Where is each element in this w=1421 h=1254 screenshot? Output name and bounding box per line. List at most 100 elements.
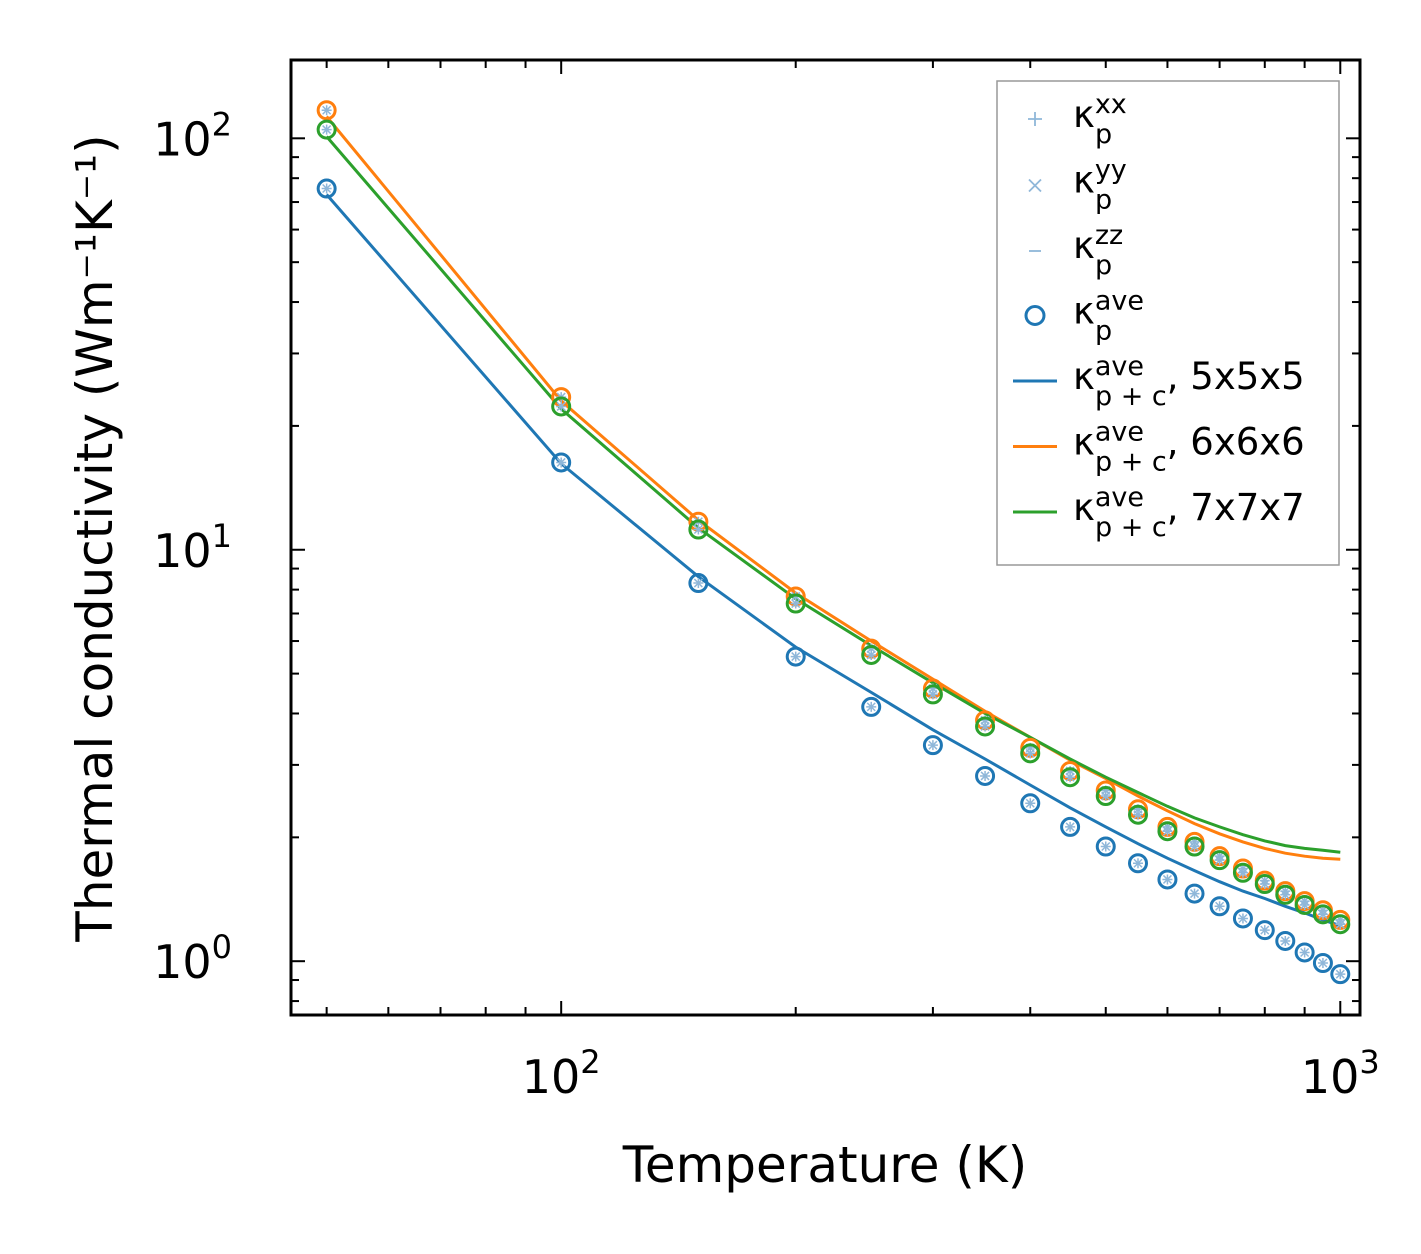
x-axis-label: Temperature (K): [622, 1136, 1027, 1194]
kappa-ave-marker: [1095, 786, 1116, 807]
kappa-yy-marker: [1162, 874, 1172, 884]
kappa-ave-marker: [1184, 836, 1205, 857]
kappa-ave-marker: [551, 452, 572, 473]
kappa-ave-marker: [1128, 804, 1149, 825]
kappa-ave-marker: [1232, 908, 1253, 929]
data-layer: [316, 100, 1351, 985]
kappa-ave-marker: [1157, 821, 1178, 842]
kappa-yy-marker: [1318, 958, 1328, 968]
kappa-yy-marker: [556, 457, 566, 467]
tick-labels: 102 103 100 101 102: [153, 105, 1380, 1104]
kappa-ave-marker: [975, 765, 996, 786]
kappa-yy-marker: [693, 524, 703, 535]
series-line: [325, 115, 1341, 861]
plot-frame: [289, 58, 1362, 1017]
kappa-ave-marker: [1312, 952, 1333, 973]
kappa-yy-marker: [1101, 841, 1111, 852]
kappa-yy-marker: [322, 105, 332, 115]
legend-entry-label: κave p + c, 6x6x6: [1073, 417, 1305, 478]
kappa-yy-marker: [1101, 791, 1111, 801]
kappa-yy-marker: [980, 721, 990, 731]
kappa-ave-marker: [785, 646, 806, 667]
kappa-ave-marker: [1128, 853, 1149, 874]
kappa-yy-marker: [322, 183, 332, 194]
kappa-yy-marker: [322, 125, 332, 135]
kappa-yy-marker: [1025, 748, 1035, 758]
kappa-yy-marker: [1280, 890, 1290, 900]
kappa-ave-marker: [316, 100, 337, 121]
y-tick-label: 100: [153, 928, 232, 989]
kappa-yy-marker: [1215, 901, 1225, 911]
kappa-yy-marker: [1260, 879, 1270, 889]
legend-entry-label: κzz p: [1073, 220, 1123, 281]
kappa-ave-marker: [1020, 793, 1041, 814]
kappa-ave-marker: [316, 119, 337, 140]
kappa-ave-marker: [1294, 894, 1315, 915]
kappa-ave-marker: [1312, 904, 1333, 925]
x-tick-label: 102: [522, 1043, 601, 1104]
kappa-ave-marker: [1095, 836, 1116, 857]
kappa-yy-marker: [1025, 798, 1035, 808]
legend-entry-label: κyy p: [1073, 155, 1127, 216]
kappa-ave-marker: [1060, 767, 1081, 788]
y-axis-label: Thermal conductivity (Wm⁻¹K⁻¹): [66, 134, 124, 942]
x-tick-label: 103: [1301, 1043, 1380, 1104]
kappa-ave-marker: [1330, 914, 1351, 935]
kappa-yy-marker: [556, 401, 566, 411]
kappa-ave-marker: [1330, 964, 1351, 985]
y-tick-label: 102: [153, 105, 232, 166]
kappa-ave-marker: [785, 593, 806, 614]
kappa-yy-marker: [1260, 925, 1270, 935]
kappa-yy-marker: [1318, 909, 1328, 919]
kappa-yy-marker: [693, 578, 703, 588]
series-line: [325, 135, 1341, 854]
kappa-yy-marker: [1133, 858, 1143, 868]
legend-plus-icon: [1028, 112, 1042, 126]
series-line: [325, 193, 1341, 928]
kappa-yy-marker: [1162, 826, 1172, 836]
kappa-ave-marker: [861, 644, 882, 665]
kappa-yy-marker: [1189, 841, 1200, 852]
kappa-yy-marker: [866, 702, 876, 712]
kappa-ave-marker: [1254, 874, 1275, 895]
kappa-yy-marker: [1133, 810, 1143, 820]
kappa-ave-marker: [861, 696, 882, 717]
kappa-ave-marker: [1157, 869, 1178, 890]
kappa-yy-marker: [1300, 947, 1310, 958]
kappa-ave-marker: [1275, 884, 1296, 905]
kappa-ave-marker: [1275, 930, 1296, 951]
kappa-yy-marker: [928, 689, 938, 699]
kappa-yy-marker: [1300, 900, 1310, 910]
kappa-ave-marker: [922, 735, 943, 756]
kappa-ave-marker: [1060, 816, 1081, 837]
kappa-yy-marker: [866, 650, 876, 660]
kappa-ave-marker: [1184, 883, 1205, 904]
y-tick-label: 101: [153, 517, 232, 578]
legend-box: [996, 80, 1340, 566]
kappa-yy-marker: [1335, 969, 1345, 979]
kappa-ave-marker: [688, 519, 709, 540]
legend-cross-icon: [1028, 178, 1042, 193]
kappa-ave-marker: [316, 178, 337, 199]
kappa-ave-marker: [1232, 862, 1253, 883]
legend-entry-label: κave p + c, 7x7x7: [1073, 482, 1305, 543]
kappa-yy-marker: [791, 652, 801, 662]
kappa-ave-marker: [1294, 942, 1315, 963]
kappa-yy-marker: [791, 599, 801, 609]
legend-circle-icon: [1024, 305, 1046, 326]
kappa-ave-marker: [922, 684, 943, 705]
kappa-yy-marker: [1238, 868, 1248, 878]
legend-entry-label: κave p: [1073, 286, 1144, 347]
kappa-ave-marker: [1020, 743, 1041, 764]
kappa-yy-marker: [1335, 919, 1345, 929]
kappa-ave-marker: [1209, 850, 1230, 871]
kappa-yy-marker: [1215, 855, 1225, 865]
kappa-yy-marker: [980, 771, 990, 781]
kappa-yy-marker: [1280, 936, 1290, 946]
kappa-ave-marker: [1209, 896, 1230, 917]
legend-entry-label: κxx p: [1073, 89, 1127, 150]
kappa-ave-marker: [975, 716, 996, 737]
kappa-yy-marker: [928, 740, 938, 750]
